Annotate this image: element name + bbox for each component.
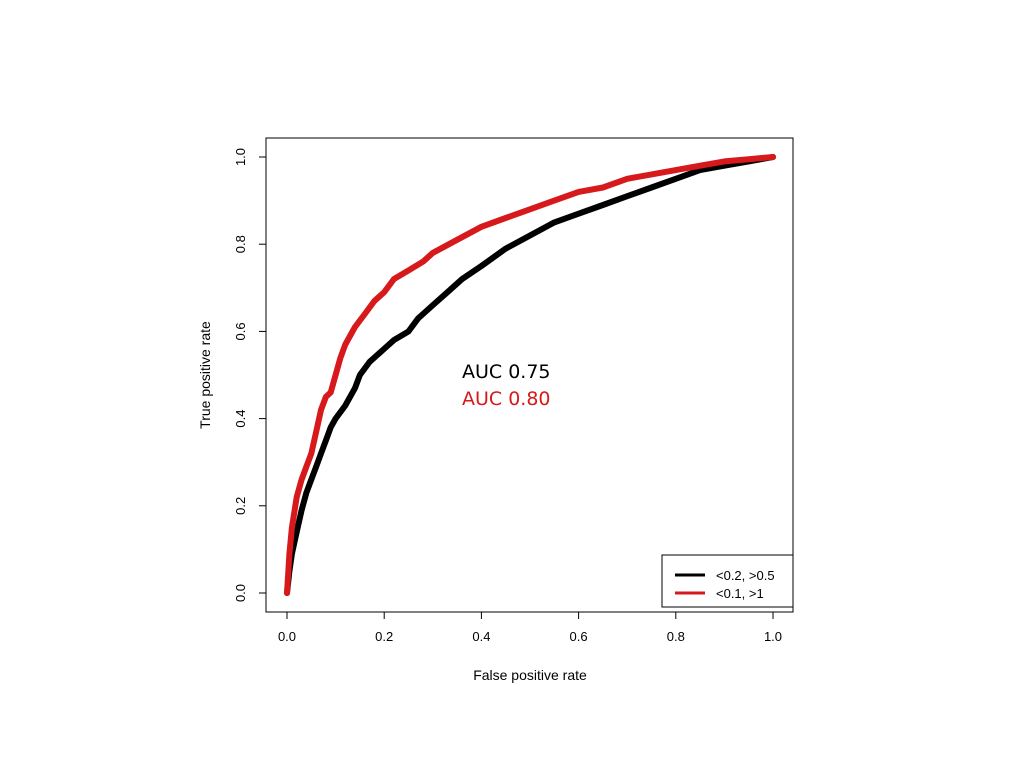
- auc-annotation-red: AUC 0.80: [462, 388, 551, 410]
- legend-label-black: <0.2, >0.5: [716, 568, 775, 583]
- legend: <0.2, >0.5 <0.1, >1: [661, 554, 794, 608]
- series-line-black: [284, 154, 776, 596]
- y-tick-label: 0.8: [233, 235, 248, 253]
- series-group: [284, 154, 776, 596]
- x-tick-label: 0.6: [570, 629, 588, 644]
- auc-annotation-black: AUC 0.75: [462, 361, 551, 383]
- y-tick-label: 0.4: [233, 410, 248, 428]
- x-tick-label: 0.4: [472, 629, 490, 644]
- x-tick-label: 1.0: [764, 629, 782, 644]
- series-line-red: [284, 154, 776, 596]
- y-ticks: 0.0 0.2 0.4 0.6 0.8 1.0: [233, 148, 266, 602]
- y-tick-label: 0.0: [233, 584, 248, 602]
- x-tick-label: 0.0: [278, 629, 296, 644]
- x-tick-label: 0.8: [667, 629, 685, 644]
- x-axis-label: False positive rate: [473, 667, 587, 683]
- x-tick-label: 0.2: [375, 629, 393, 644]
- y-tick-label: 1.0: [233, 148, 248, 166]
- y-tick-label: 0.6: [233, 322, 248, 340]
- y-tick-label: 0.2: [233, 497, 248, 515]
- legend-box: [661, 554, 794, 608]
- x-ticks: 0.0 0.2 0.4 0.6 0.8 1.0: [278, 612, 782, 644]
- legend-label-red: <0.1, >1: [716, 586, 764, 601]
- y-axis-label: True positive rate: [197, 321, 213, 429]
